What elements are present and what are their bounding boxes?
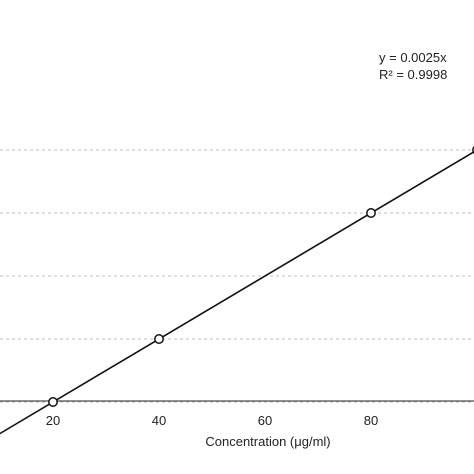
data-point xyxy=(48,397,58,407)
data-point xyxy=(366,208,376,218)
x-tick-label: 60 xyxy=(258,413,272,428)
equation-label: y = 0.0025x xyxy=(379,50,447,65)
x-tick-label: 20 xyxy=(46,413,60,428)
data-point xyxy=(154,334,164,344)
r-squared-label: R² = 0.9998 xyxy=(379,67,447,82)
x-tick-label: 80 xyxy=(364,413,378,428)
x-axis-ticks: 204060801 xyxy=(46,413,378,428)
gridlines xyxy=(0,149,474,403)
x-tick-label: 40 xyxy=(152,413,166,428)
x-axis-title: Concentration (μg/ml) xyxy=(205,434,330,449)
trendline xyxy=(0,150,474,435)
